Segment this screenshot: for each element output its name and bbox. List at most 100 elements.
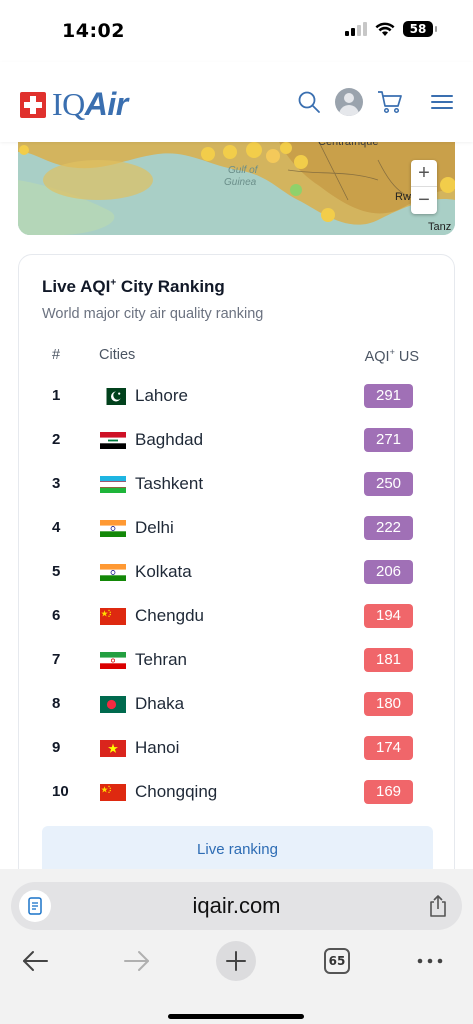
row-rank: 10 bbox=[52, 783, 69, 800]
row-rank: 4 bbox=[52, 519, 61, 536]
china-flag-icon bbox=[100, 784, 126, 801]
table-row[interactable]: 4 Delhi 222 bbox=[19, 507, 454, 551]
iran-flag-icon bbox=[100, 652, 126, 669]
live-ranking-button[interactable]: Live ranking bbox=[42, 826, 433, 874]
table-row[interactable]: 5 Kolkata 206 bbox=[19, 551, 454, 595]
aqi-badge: 174 bbox=[364, 736, 413, 760]
reader-mode-button[interactable] bbox=[19, 890, 51, 922]
aqi-badge: 250 bbox=[364, 472, 413, 496]
forward-button[interactable] bbox=[120, 941, 154, 981]
row-city[interactable]: Tehran bbox=[135, 650, 187, 669]
table-row[interactable]: 6 Chengdu 194 bbox=[19, 595, 454, 639]
map-label-gulf: Gulf of bbox=[228, 165, 259, 176]
aqi-map[interactable]: Centrafrique Gulf of Guinea Rwanda Tanz … bbox=[18, 140, 455, 235]
swiss-flag-icon bbox=[20, 91, 46, 118]
bangladesh-flag-icon bbox=[100, 696, 126, 713]
aqi-badge: 169 bbox=[364, 780, 413, 804]
table-row[interactable]: 7 Tehran 181 bbox=[19, 639, 454, 683]
share-icon[interactable] bbox=[428, 894, 448, 918]
map-zoom-control: + − bbox=[411, 160, 437, 214]
header-icons bbox=[297, 88, 455, 116]
home-indicator bbox=[168, 1014, 304, 1019]
back-button[interactable] bbox=[18, 941, 52, 981]
iraq-flag-icon bbox=[100, 432, 126, 449]
row-rank: 2 bbox=[52, 431, 61, 448]
row-city[interactable]: Lahore bbox=[135, 386, 188, 405]
address-bar[interactable]: iqair.com bbox=[11, 882, 462, 930]
header-aqi-us: AQI+ US bbox=[364, 347, 419, 365]
aqi-badge: 206 bbox=[364, 560, 413, 584]
tabs-icon: 65 bbox=[324, 948, 350, 974]
table-row[interactable]: 9 Hanoi 174 bbox=[19, 727, 454, 771]
ranking-rows: 1 Lahore 291 2 Baghdad 271 3 Tashkent 25… bbox=[19, 375, 454, 815]
row-rank: 1 bbox=[52, 387, 61, 404]
forward-icon bbox=[124, 951, 149, 971]
vietnam-flag-icon bbox=[100, 740, 126, 757]
new-tab-icon bbox=[226, 951, 246, 971]
zoom-out-button[interactable]: − bbox=[418, 189, 430, 211]
row-city[interactable]: Chongqing bbox=[135, 782, 218, 801]
aqi-badge: 271 bbox=[364, 428, 413, 452]
new-tab-button[interactable] bbox=[216, 941, 256, 981]
iqair-logo[interactable]: IQAir bbox=[20, 86, 128, 123]
table-row[interactable]: 10 Chongqing 169 bbox=[19, 771, 454, 815]
aqi-badge: 194 bbox=[364, 604, 413, 628]
more-button[interactable] bbox=[414, 941, 446, 981]
row-rank: 9 bbox=[52, 739, 61, 756]
ranking-title: Live AQI+ City Ranking bbox=[42, 277, 225, 296]
table-row[interactable]: 2 Baghdad 271 bbox=[19, 419, 454, 463]
row-city[interactable]: Delhi bbox=[135, 518, 174, 537]
browser-toolbar: iqair.com bbox=[0, 869, 473, 1024]
row-rank: 8 bbox=[52, 695, 61, 712]
status-time: 14:02 bbox=[62, 20, 125, 42]
cart-icon[interactable] bbox=[377, 90, 403, 114]
city-ranking-card: Live AQI+ City Ranking World major city … bbox=[18, 254, 455, 894]
more-icon bbox=[417, 958, 443, 964]
row-rank: 6 bbox=[52, 607, 61, 624]
aqi-badge: 222 bbox=[364, 516, 413, 540]
row-city[interactable]: Hanoi bbox=[135, 738, 180, 757]
status-bar: 14:02 58 bbox=[0, 0, 473, 62]
row-rank: 3 bbox=[52, 475, 61, 492]
url-text[interactable]: iqair.com bbox=[192, 893, 281, 918]
ranking-subtitle: World major city air quality ranking bbox=[42, 306, 264, 322]
china-flag-icon bbox=[100, 608, 126, 625]
tabs-button[interactable]: 65 bbox=[323, 941, 351, 981]
row-city[interactable]: Baghdad bbox=[135, 430, 204, 449]
uzbekistan-flag-icon bbox=[100, 476, 126, 493]
map-canvas: Centrafrique Gulf of Guinea Rwanda Tanz bbox=[18, 140, 455, 235]
table-row[interactable]: 8 Dhaka 180 bbox=[19, 683, 454, 727]
row-rank: 5 bbox=[52, 563, 61, 580]
table-row[interactable]: 1 Lahore 291 bbox=[19, 375, 454, 419]
india-flag-icon bbox=[100, 564, 126, 581]
menu-icon[interactable] bbox=[429, 90, 455, 114]
table-row[interactable]: 3 Tashkent 250 bbox=[19, 463, 454, 507]
reader-icon bbox=[28, 897, 42, 915]
battery-icon: 58 bbox=[403, 21, 437, 37]
user-avatar[interactable] bbox=[335, 88, 363, 116]
wifi-icon bbox=[375, 22, 395, 36]
logo-text: IQAir bbox=[52, 86, 128, 122]
header-cities: Cities bbox=[99, 347, 136, 363]
row-city[interactable]: Kolkata bbox=[135, 562, 192, 581]
row-rank: 7 bbox=[52, 651, 61, 668]
map-label-guinea: Guinea bbox=[224, 177, 257, 188]
row-city[interactable]: Tashkent bbox=[135, 474, 204, 493]
india-flag-icon bbox=[100, 520, 126, 537]
browser-nav-row: 65 bbox=[0, 941, 473, 985]
aqi-badge: 180 bbox=[364, 692, 413, 716]
status-icons: 58 bbox=[345, 21, 437, 37]
site-header: IQAir bbox=[0, 62, 473, 142]
row-city[interactable]: Dhaka bbox=[135, 694, 185, 713]
back-icon bbox=[23, 951, 48, 971]
aqi-badge: 291 bbox=[364, 384, 413, 408]
map-label-centrafrique: Centrafrique bbox=[318, 140, 379, 148]
pakistan-flag-icon bbox=[100, 388, 126, 405]
row-city[interactable]: Chengdu bbox=[135, 606, 205, 625]
cellular-signal-icon bbox=[345, 22, 367, 36]
ranking-table-header: # Cities AQI+ US bbox=[19, 347, 454, 367]
search-icon[interactable] bbox=[297, 90, 321, 114]
map-label-tanz: Tanz bbox=[428, 221, 451, 233]
header-rank: # bbox=[52, 347, 61, 363]
zoom-in-button[interactable]: + bbox=[411, 160, 437, 187]
